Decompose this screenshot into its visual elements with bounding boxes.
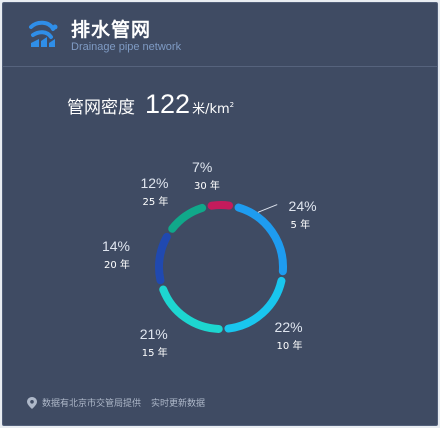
segment-leader-line [257,204,278,213]
ring-segment-3 [159,285,223,333]
pipe-density: 管网密度 122 米/km2 [67,89,234,129]
ring-segment-1 [234,203,287,276]
segment-age-label: 30 年 [194,181,220,192]
density-label: 管网密度 [67,98,135,118]
segment-percent-label: 21% [139,325,168,342]
segment-percent-label: 24% [288,198,317,215]
density-unit-text: 米/km [192,102,230,117]
segment-percent-label: 12% [140,175,169,192]
panel-subtitle: Drainage pipe network [71,41,182,53]
drainage-pipe-icon [29,20,58,47]
ring-segment-6 [207,201,234,210]
segment-age-label: 20 年 [103,259,130,271]
ring-segment-2 [224,276,286,333]
segment-percent-label: 7% [192,159,213,175]
location-pin-icon [27,396,37,409]
segment-age-label: 25 年 [142,197,169,209]
panel-footer: 数据有北京市交管局提供 实时更新数据 [27,396,205,409]
footer-note-realtime: 实时更新数据 [151,399,206,409]
ring-segment-4 [155,232,171,285]
segment-percent-label: 14% [101,237,131,254]
segment-percent-label: 22% [274,319,303,336]
density-unit: 米/km2 [192,98,234,117]
ring-segment-5 [168,203,207,233]
density-value: 122 [145,89,191,119]
density-unit-sup: 2 [229,101,235,109]
segment-age-label: 10 年 [276,341,303,353]
footer-note: 数据有北京市交管局提供 [42,399,142,409]
segment-age-label: 5 年 [290,220,311,232]
segment-age-label: 15 年 [141,347,168,359]
age-distribution-ring-chart [155,201,287,333]
panel-header: 排水管网 Drainage pipe network [3,3,437,67]
panel-title: 排水管网 [71,19,152,41]
